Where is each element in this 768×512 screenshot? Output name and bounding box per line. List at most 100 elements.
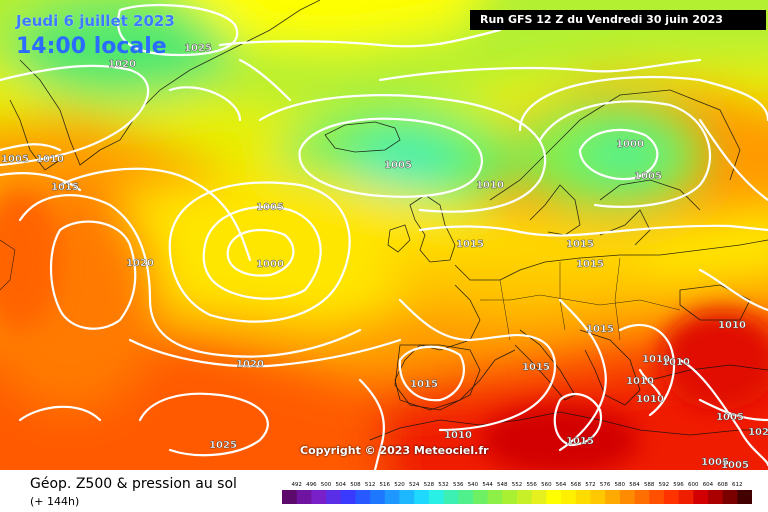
isobar-label: 1005: [634, 171, 662, 182]
legend-tick-label: 580: [615, 482, 626, 488]
legend-tick-label: 520: [394, 482, 405, 488]
legend-swatch: [722, 490, 738, 504]
forecast-date: Jeudi 6 juillet 2023: [16, 12, 175, 30]
legend-swatch: [296, 490, 312, 504]
isobar-label: 1020: [108, 59, 136, 70]
isobar-label: 1000: [256, 259, 284, 270]
legend-tick-label: 600: [688, 482, 699, 488]
isobar-label: 1005: [716, 412, 744, 423]
legend-tick-label: 596: [673, 482, 684, 488]
isobar-label: 1010: [718, 320, 746, 331]
legend-swatch: [370, 490, 386, 504]
isobar-label: 1010: [444, 430, 472, 441]
isobar-label: 1010: [476, 180, 504, 191]
legend-swatch: [355, 490, 371, 504]
legend-tick-label: 528: [424, 482, 435, 488]
isobar-label: 1015: [566, 436, 594, 447]
legend-tick-label: 604: [703, 482, 714, 488]
legend-tick-label: 556: [526, 482, 537, 488]
legend-tick-label: 496: [306, 482, 317, 488]
isobar-label: 1010: [36, 154, 64, 165]
legend-swatch: [678, 490, 694, 504]
isobar-label: 1015: [586, 324, 614, 335]
legend-swatch: [561, 490, 577, 504]
legend-tick-label: 548: [497, 482, 508, 488]
legend-tick-label: 568: [571, 482, 582, 488]
legend-tick-label: 504: [336, 482, 347, 488]
legend-swatch: [546, 490, 562, 504]
legend-swatch: [663, 490, 680, 504]
legend-swatch: [693, 490, 709, 504]
isobar-label: 1010: [642, 354, 670, 365]
legend-tick-label: 584: [629, 482, 640, 488]
isobar-label: 1015: [456, 239, 484, 250]
map-title: Géop. Z500 & pression au sol: [30, 476, 237, 492]
legend-swatch: [326, 490, 342, 504]
legend-swatch: [590, 490, 606, 504]
legend-tick-label: 608: [717, 482, 728, 488]
legend-swatch: [443, 490, 459, 504]
legend-tick-label: 564: [556, 482, 567, 488]
legend-swatch: [605, 490, 621, 504]
legend-swatch: [414, 490, 430, 504]
legend-swatch: [619, 490, 635, 504]
isobar-label: 1005: [384, 160, 412, 171]
legend-tick-label: 524: [409, 482, 420, 488]
run-info-banner: Run GFS 12 Z du Vendredi 30 juin 2023: [470, 10, 766, 30]
legend-swatch: [649, 490, 665, 504]
isobar-label: 1020: [748, 427, 768, 438]
forecast-lead-time: (+ 144h): [30, 495, 80, 508]
legend-tick-label: 592: [659, 482, 670, 488]
legend-tick-label: 492: [291, 482, 302, 488]
legend-tick-label: 560: [541, 482, 552, 488]
weather-map: 1025 1020 1005 1010 1015 1020 1005 1000 1005 1010…: [0, 0, 768, 470]
legend-swatch: [487, 490, 503, 504]
isobar-label: 1015: [522, 362, 550, 373]
isobar-label: 1005: [256, 202, 284, 213]
legend-swatch: [737, 490, 752, 504]
forecast-time: 14:00 locale: [16, 34, 167, 59]
legend-tick-label: 612: [732, 482, 743, 488]
isobar-label: 1010: [636, 394, 664, 405]
legend-swatch: [502, 490, 518, 504]
isobar-label: 1020: [126, 258, 154, 269]
legend-swatch: [282, 490, 298, 504]
legend-tick-label: 540: [468, 482, 479, 488]
legend-swatch: [531, 490, 547, 504]
isobar-label: 1005: [1, 154, 29, 165]
legend-tick-label: 532: [438, 482, 449, 488]
legend-swatch: [707, 490, 724, 504]
legend-tick-label: 508: [350, 482, 361, 488]
legend-swatch: [311, 490, 327, 504]
legend-tick-label: 552: [512, 482, 523, 488]
isobar-label: 1005: [701, 457, 729, 468]
legend-swatch: [340, 490, 356, 504]
legend-swatch: [634, 490, 650, 504]
isobar-label: 1015: [410, 379, 438, 390]
isobar-label: 1010: [626, 376, 654, 387]
legend-tick-label: 576: [600, 482, 611, 488]
legend-tick-label: 500: [321, 482, 332, 488]
isobar-label: 1000: [616, 139, 644, 150]
legend-tick-label: 536: [453, 482, 464, 488]
isobar-label: 1015: [51, 182, 79, 193]
legend-tick-label: 512: [365, 482, 376, 488]
legend-swatch: [517, 490, 533, 504]
legend-swatch: [384, 490, 400, 504]
isobar-label: 1025: [184, 43, 212, 54]
isobar-label: 1025: [209, 440, 237, 451]
legend-tick-label: 516: [380, 482, 391, 488]
isobar-label: 1005: [721, 460, 749, 470]
isobar-label: 1015: [576, 259, 604, 270]
legend-swatch: [458, 490, 474, 504]
legend-tick-label: 572: [585, 482, 596, 488]
legend-swatch: [428, 490, 445, 504]
isobar-label: 1010: [662, 357, 690, 368]
legend-tick-label: 544: [482, 482, 493, 488]
legend-swatch: [399, 490, 415, 504]
color-scale-legend: 492 496 500 504 508 512 516 520 524 528 532 536 540 5…: [282, 482, 752, 504]
copyright-notice: Copyright © 2023 Meteociel.fr: [300, 444, 489, 457]
isobar-label: 1015: [566, 239, 594, 250]
legend-tick-label: 588: [644, 482, 655, 488]
legend-swatch: [472, 490, 489, 504]
